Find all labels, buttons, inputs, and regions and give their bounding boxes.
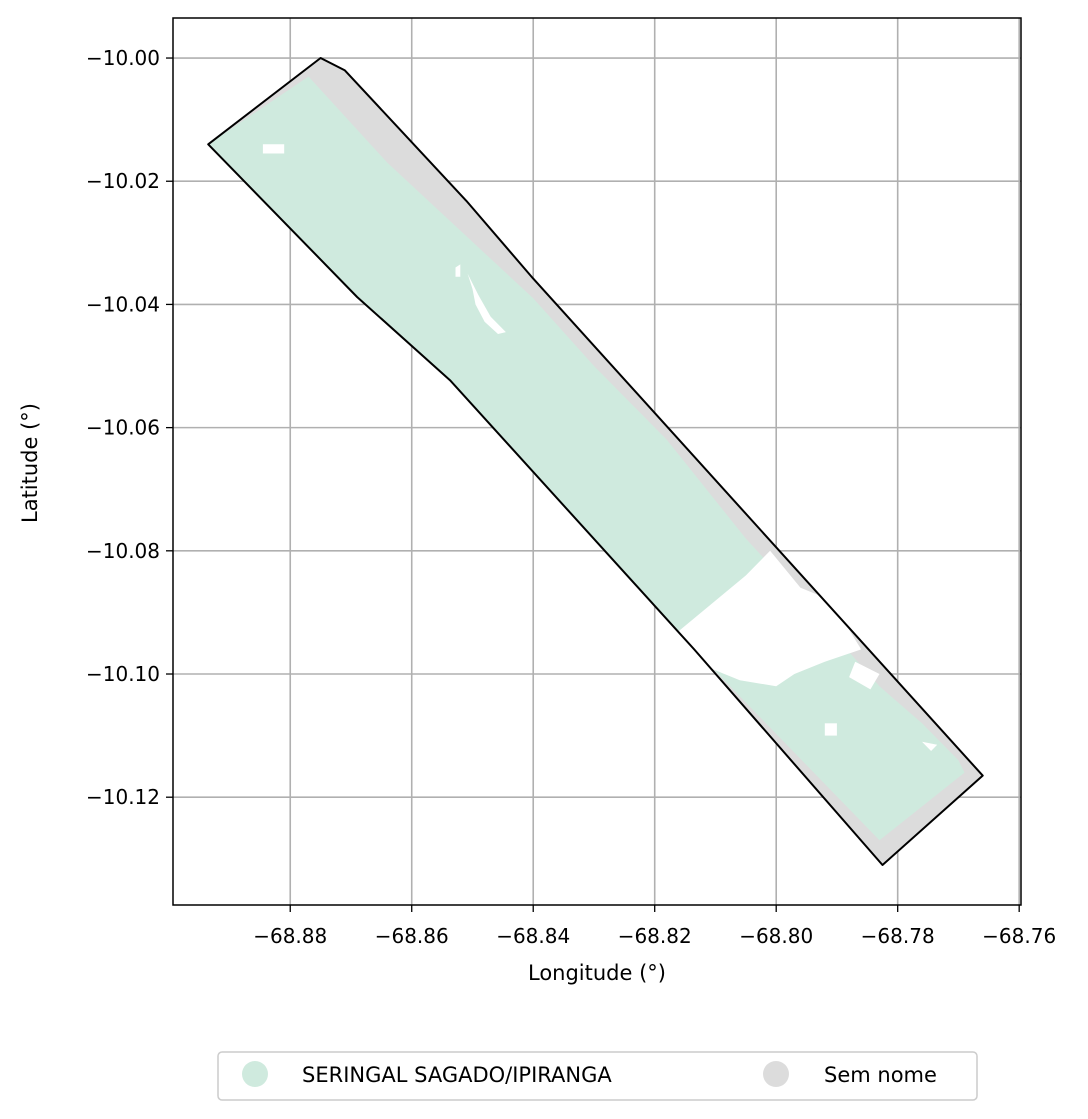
unclassified-gap-6 bbox=[455, 264, 461, 277]
unclassified-gap-0 bbox=[679, 550, 862, 687]
map-polygons bbox=[207, 57, 984, 866]
unclassified-gap-3 bbox=[824, 723, 837, 736]
legend: SERINGAL SAGADO/IPIRANGA Sem nome bbox=[217, 1051, 978, 1101]
x-tick-label-5: −68.78 bbox=[861, 924, 935, 948]
x-tick-label-4: −68.80 bbox=[739, 924, 813, 948]
x-tick-label-1: −68.86 bbox=[375, 924, 449, 948]
y-tick-label-2: −10.04 bbox=[86, 292, 160, 316]
legend-label-seringal: SERINGAL SAGADO/IPIRANGA bbox=[302, 1063, 612, 1087]
x-tick-label-3: −68.82 bbox=[618, 924, 692, 948]
unclassified-gap-4 bbox=[849, 661, 880, 690]
y-tick-label-6: −10.12 bbox=[86, 785, 160, 809]
y-tick-label-5: −10.10 bbox=[86, 662, 160, 686]
plot-frame bbox=[172, 17, 1022, 906]
unclassified-gap-2 bbox=[262, 144, 285, 154]
x-tick-label-0: −68.88 bbox=[253, 924, 327, 948]
y-tick-label-4: −10.08 bbox=[86, 539, 160, 563]
legend-label-sem-nome: Sem nome bbox=[824, 1063, 937, 1087]
legend-marker-sem-nome bbox=[763, 1061, 789, 1087]
unclassified-gap-1 bbox=[467, 273, 506, 334]
y-tick-label-1: −10.02 bbox=[86, 169, 160, 193]
legend-box bbox=[217, 1051, 978, 1101]
y-tick-label-3: −10.06 bbox=[86, 416, 160, 440]
x-axis-label: Longitude (°) bbox=[528, 961, 666, 985]
region-seringal-sagado-ipiranga bbox=[208, 76, 965, 841]
axis-ticks: −68.88 −68.86 −68.84 −68.82 −68.80 −68.78 −68.… bbox=[86, 46, 1056, 948]
y-tick-label-0: −10.00 bbox=[86, 46, 160, 70]
unclassified-gap-5 bbox=[922, 741, 938, 751]
y-axis-label: Latitude (°) bbox=[18, 403, 42, 523]
legend-marker-seringal bbox=[242, 1061, 268, 1087]
property-boundary bbox=[207, 57, 984, 866]
x-tick-label-6: −68.76 bbox=[982, 924, 1056, 948]
x-tick-label-2: −68.84 bbox=[496, 924, 570, 948]
